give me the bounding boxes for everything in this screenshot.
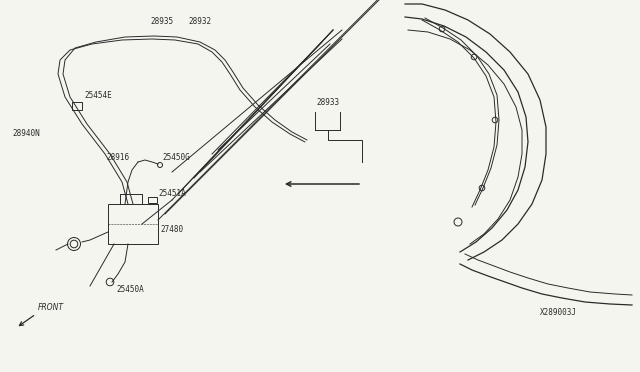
Text: 27480: 27480: [160, 225, 183, 234]
Text: 28935: 28935: [150, 17, 173, 26]
Text: 25451A: 25451A: [158, 189, 186, 199]
Text: 28916: 28916: [107, 153, 130, 161]
Bar: [108, 204, 158, 244]
Bar: [148, 197, 157, 203]
Text: 25450A: 25450A: [116, 285, 144, 295]
Text: 25450G: 25450G: [162, 153, 189, 161]
Text: 28933: 28933: [316, 98, 340, 107]
Text: 28940N: 28940N: [12, 129, 40, 138]
Text: X289003J: X289003J: [540, 308, 577, 317]
Bar: [72, 102, 82, 110]
Text: 28932: 28932: [188, 17, 212, 26]
Text: FRONT: FRONT: [38, 303, 64, 312]
Text: 25454E: 25454E: [84, 91, 112, 100]
